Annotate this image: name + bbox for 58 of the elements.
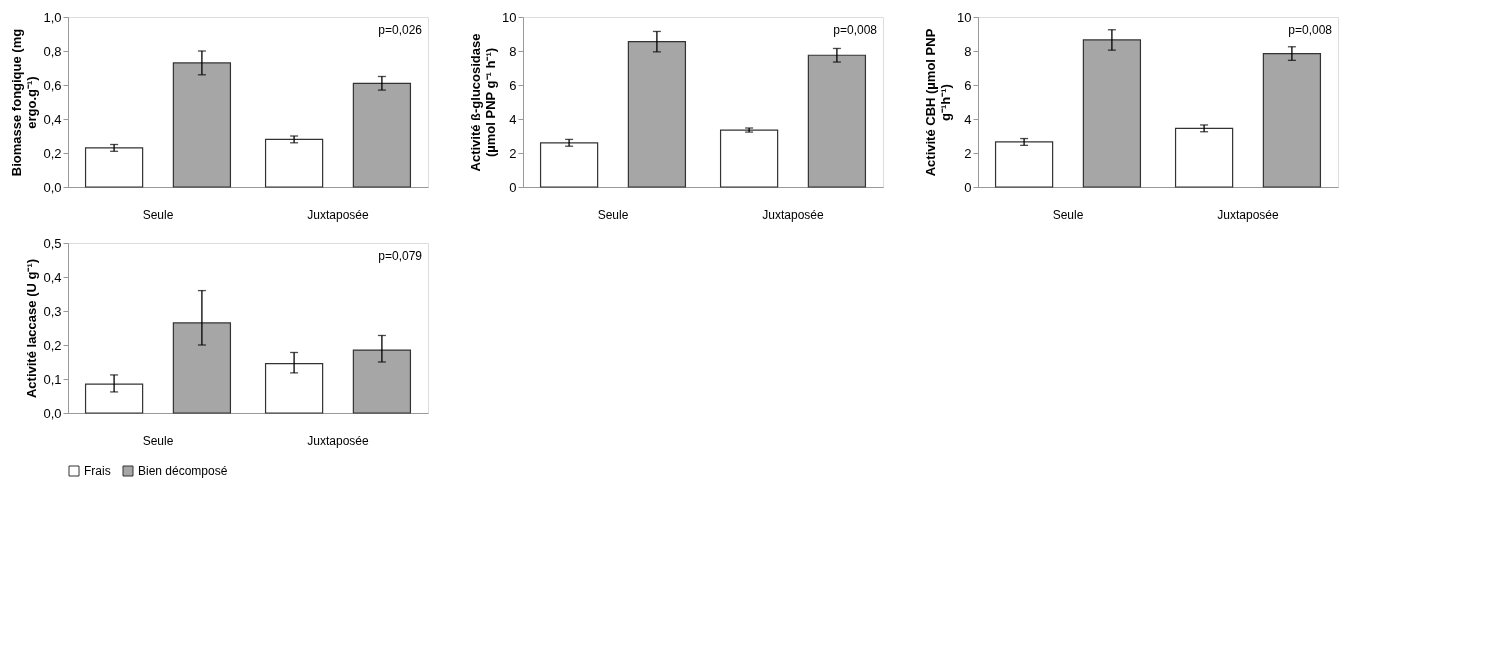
bar (352, 349, 412, 414)
y-tick-label: 2 (964, 145, 972, 161)
y-tick-label: 0,4 (43, 111, 62, 127)
x-tick-label: Seule (142, 433, 174, 448)
y-tick-label: 4 (964, 111, 972, 127)
y-tick-label: 8 (964, 43, 972, 59)
bar (352, 82, 412, 188)
x-tick-label: Juxtaposée (307, 433, 370, 448)
bar (807, 54, 867, 188)
x-tick-label: Seule (597, 207, 629, 222)
y-axis-title: Activité ß-glucosidase (µmol PNP g⁻¹ h⁻¹) (468, 33, 499, 172)
bar (264, 138, 324, 188)
bar (84, 147, 144, 188)
y-tick-label: 6 (509, 77, 517, 93)
y-tick-label: 0 (964, 179, 972, 195)
y-tick-label: 0,4 (43, 269, 62, 285)
y-tick-label: 6 (964, 77, 972, 93)
bar (627, 41, 687, 188)
bar (539, 142, 599, 188)
y-tick-label: 0,0 (43, 179, 62, 195)
y-tick-label: 10 (957, 9, 972, 25)
annotation: p=0,026 (378, 23, 423, 37)
y-tick-label: 0,5 (43, 235, 62, 251)
annotation: p=0,008 (833, 23, 878, 37)
y-tick-label: 0,6 (43, 77, 62, 93)
y-tick-label: 0 (509, 179, 517, 195)
y-tick-label: 1,0 (43, 9, 62, 25)
legend-label: Bien décomposé (138, 464, 228, 478)
y-tick-label: 0,3 (43, 303, 62, 319)
y-tick-label: 0,2 (43, 145, 62, 161)
y-axis-title: Activité laccase (U g⁻¹) (24, 258, 40, 399)
y-tick-label: 0,2 (43, 337, 62, 353)
bar (994, 141, 1054, 188)
bar (264, 363, 324, 414)
bar (719, 129, 779, 188)
x-tick-label: Seule (142, 207, 174, 222)
y-tick-label: 0,1 (43, 371, 62, 387)
bar (84, 383, 144, 414)
bar (172, 62, 232, 188)
legend-label: Frais (84, 464, 111, 478)
x-tick-label: Juxtaposée (1217, 207, 1280, 222)
annotation: p=0,079 (378, 249, 423, 263)
x-tick-label: Juxtaposée (762, 207, 825, 222)
bar (1174, 127, 1234, 188)
y-tick-label: 8 (509, 43, 517, 59)
bar (1082, 39, 1142, 188)
y-tick-label: 4 (509, 111, 517, 127)
annotation: p=0,008 (1288, 23, 1333, 37)
y-tick-label: 10 (502, 9, 517, 25)
y-axis-title: Activité CBH (µmol PNP g⁻¹h⁻¹) (923, 28, 954, 177)
y-tick-label: 2 (509, 145, 517, 161)
bar (1262, 52, 1322, 188)
y-tick-label: 0,0 (43, 405, 62, 421)
x-tick-label: Juxtaposée (307, 207, 370, 222)
y-tick-label: 0,8 (43, 43, 62, 59)
y-axis-title: Biomasse fongique (mg ergo.g⁻¹) (9, 28, 40, 177)
bar (172, 322, 232, 414)
x-tick-label: Seule (1052, 207, 1084, 222)
